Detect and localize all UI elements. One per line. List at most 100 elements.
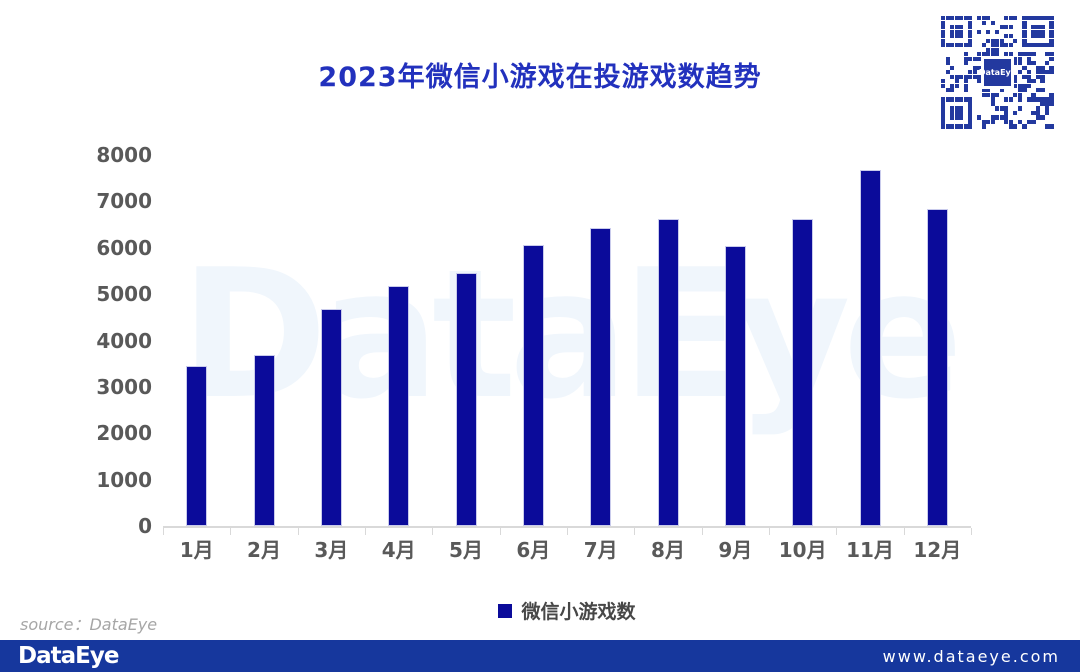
qr-module — [968, 110, 973, 116]
dataeye-watermark: DataEye — [180, 231, 963, 438]
qr-module — [950, 29, 955, 34]
qr-module — [981, 20, 986, 25]
qr-module — [1044, 52, 1050, 57]
qr-module — [1035, 88, 1041, 93]
x-axis-category-label: 2月 — [247, 538, 281, 562]
qr-module — [1049, 52, 1054, 57]
y-axis-tick-label: 1000 — [96, 467, 152, 492]
qr-module — [995, 43, 1000, 48]
qr-module — [1040, 34, 1045, 39]
qr-module — [1040, 74, 1045, 79]
qr-module — [950, 34, 955, 39]
x-axis-tick — [499, 528, 501, 535]
qr-module — [1004, 34, 1009, 39]
qr-module — [1022, 34, 1027, 39]
qr-center-logo: DataEye — [979, 58, 1016, 87]
qr-module — [959, 29, 964, 34]
x-axis-tick — [567, 528, 568, 535]
bar-12月 — [926, 208, 948, 526]
qr-module — [990, 38, 995, 43]
qr-module — [950, 88, 955, 93]
qr-module — [1022, 124, 1027, 129]
qr-module — [950, 65, 955, 70]
qr-module — [968, 43, 973, 48]
qr-module — [1035, 29, 1041, 34]
qr-module — [941, 29, 946, 34]
qr-module — [1049, 101, 1054, 107]
qr-module — [950, 83, 955, 88]
qr-module — [986, 16, 991, 21]
qr-module — [1026, 61, 1032, 66]
qr-module — [990, 20, 995, 25]
x-axis-tick — [701, 528, 703, 535]
x-axis-category-label: 3月 — [314, 538, 349, 562]
qr-module — [1049, 97, 1054, 102]
qr-module — [999, 25, 1004, 30]
qr-module — [990, 52, 995, 57]
qr-module — [968, 97, 973, 102]
qr-module — [995, 38, 1000, 43]
qr-module — [941, 25, 946, 30]
qr-module — [1035, 16, 1041, 21]
qr-module — [941, 16, 946, 21]
x-axis-category-label: 1月 — [179, 538, 214, 562]
qr-module — [959, 25, 964, 30]
qr-module — [1035, 65, 1041, 70]
qr-module — [941, 43, 946, 48]
qr-module — [968, 74, 973, 79]
qr-module — [941, 97, 946, 102]
qr-module — [1049, 43, 1054, 48]
x-axis-category-label: 7月 — [583, 538, 618, 562]
x-axis-category-label: 4月 — [381, 538, 416, 562]
qr-module — [945, 43, 950, 48]
chart-title: 2023年微信小游戏在投游戏数趋势 — [318, 62, 762, 93]
qr-module — [1026, 79, 1032, 84]
bar-5月 — [455, 272, 477, 526]
qr-module — [1031, 43, 1036, 48]
qr-module — [995, 52, 1000, 57]
qr-module — [1044, 106, 1050, 111]
qr-module — [972, 70, 977, 75]
qr-module — [1004, 106, 1009, 111]
qr-module — [1031, 25, 1036, 30]
qr-module — [1013, 110, 1018, 116]
qr-module — [941, 115, 946, 120]
bar-1月 — [186, 366, 208, 526]
qr-module — [990, 43, 995, 48]
x-axis-category-label: 10月 — [778, 538, 827, 562]
qr-module — [1022, 43, 1027, 48]
qr-module — [1049, 92, 1054, 97]
qr-module — [1035, 97, 1041, 102]
x-axis-tick — [163, 528, 164, 535]
qr-module — [1040, 115, 1045, 120]
x-axis-tick — [432, 528, 434, 535]
qr-module — [963, 88, 968, 93]
qr-module — [999, 115, 1004, 120]
qr-module — [1004, 25, 1009, 30]
qr-module — [1008, 43, 1013, 48]
x-axis-tick — [971, 528, 972, 535]
qr-module — [941, 106, 946, 111]
qr-module — [963, 83, 968, 88]
qr-module — [977, 65, 982, 70]
x-axis-category-label: 8月 — [651, 538, 685, 562]
qr-module — [1017, 119, 1022, 125]
qr-module — [959, 106, 964, 111]
qr-module — [977, 16, 982, 21]
qr-module — [1008, 97, 1013, 102]
qr-module — [954, 106, 959, 111]
legend-label: 微信小游戏数 — [521, 601, 636, 623]
qr-module — [968, 16, 973, 21]
qr-module — [1026, 83, 1032, 88]
qr-module — [1040, 97, 1045, 102]
qr-module — [986, 52, 991, 57]
x-axis-category-label: 12月 — [913, 538, 962, 562]
qr-module — [968, 29, 973, 34]
qr-module — [1013, 61, 1018, 66]
qr-module — [1035, 115, 1041, 120]
bar-7月 — [590, 227, 612, 526]
qr-module — [972, 56, 977, 61]
qr-module — [963, 74, 968, 79]
qr-module — [977, 52, 982, 57]
qr-module — [1049, 124, 1054, 129]
